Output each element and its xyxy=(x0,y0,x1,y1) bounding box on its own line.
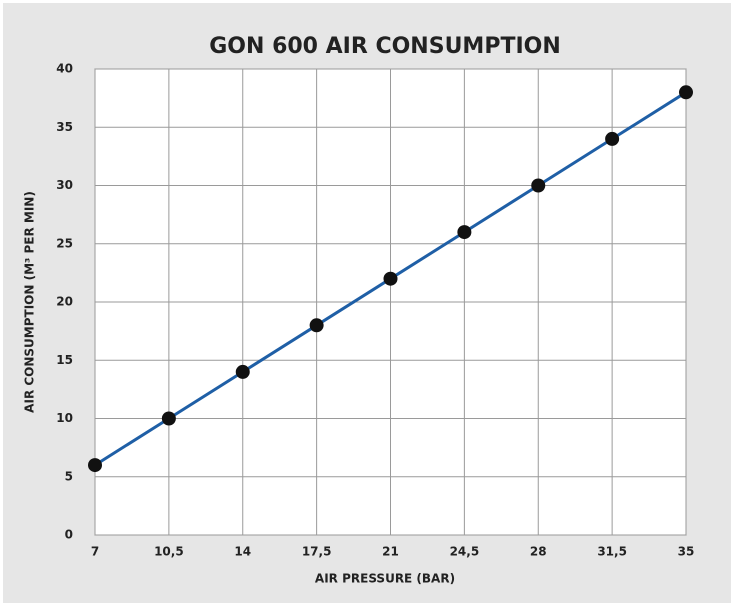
y-tick-label: 25 xyxy=(56,236,73,250)
y-tick-label: 15 xyxy=(56,353,73,367)
data-point xyxy=(531,178,546,193)
y-tick-label: 35 xyxy=(56,120,73,134)
data-point xyxy=(309,318,324,333)
data-point xyxy=(383,271,398,286)
y-tick-label: 0 xyxy=(65,528,73,542)
x-tick-label: 7 xyxy=(91,545,99,559)
x-tick-label: 10,5 xyxy=(154,545,184,559)
data-point xyxy=(88,458,102,473)
x-tick-label: 17,5 xyxy=(302,545,332,559)
chart-title: GON 600 AIR CONSUMPTION xyxy=(209,34,561,59)
y-tick-label: 30 xyxy=(56,178,73,192)
y-axis-label: AIR CONSUMPTION (M³ PER MIN) xyxy=(23,191,37,413)
x-axis-label: AIR PRESSURE (BAR) xyxy=(315,572,455,586)
x-tick-label: 31,5 xyxy=(597,545,627,559)
y-tick-label: 20 xyxy=(56,295,73,309)
data-point xyxy=(161,411,176,426)
x-tick-label: 24,5 xyxy=(450,545,480,559)
data-point xyxy=(679,85,693,100)
x-tick-label: 14 xyxy=(234,545,251,559)
x-tick-label: 28 xyxy=(530,545,547,559)
data-point xyxy=(605,131,620,146)
y-tick-label: 5 xyxy=(65,469,73,483)
y-tick-label: 40 xyxy=(56,62,73,76)
x-tick-label: 35 xyxy=(678,545,695,559)
data-point xyxy=(457,225,472,240)
x-tick-label: 21 xyxy=(382,545,399,559)
y-tick-label: 10 xyxy=(56,411,73,425)
data-point xyxy=(235,364,250,379)
